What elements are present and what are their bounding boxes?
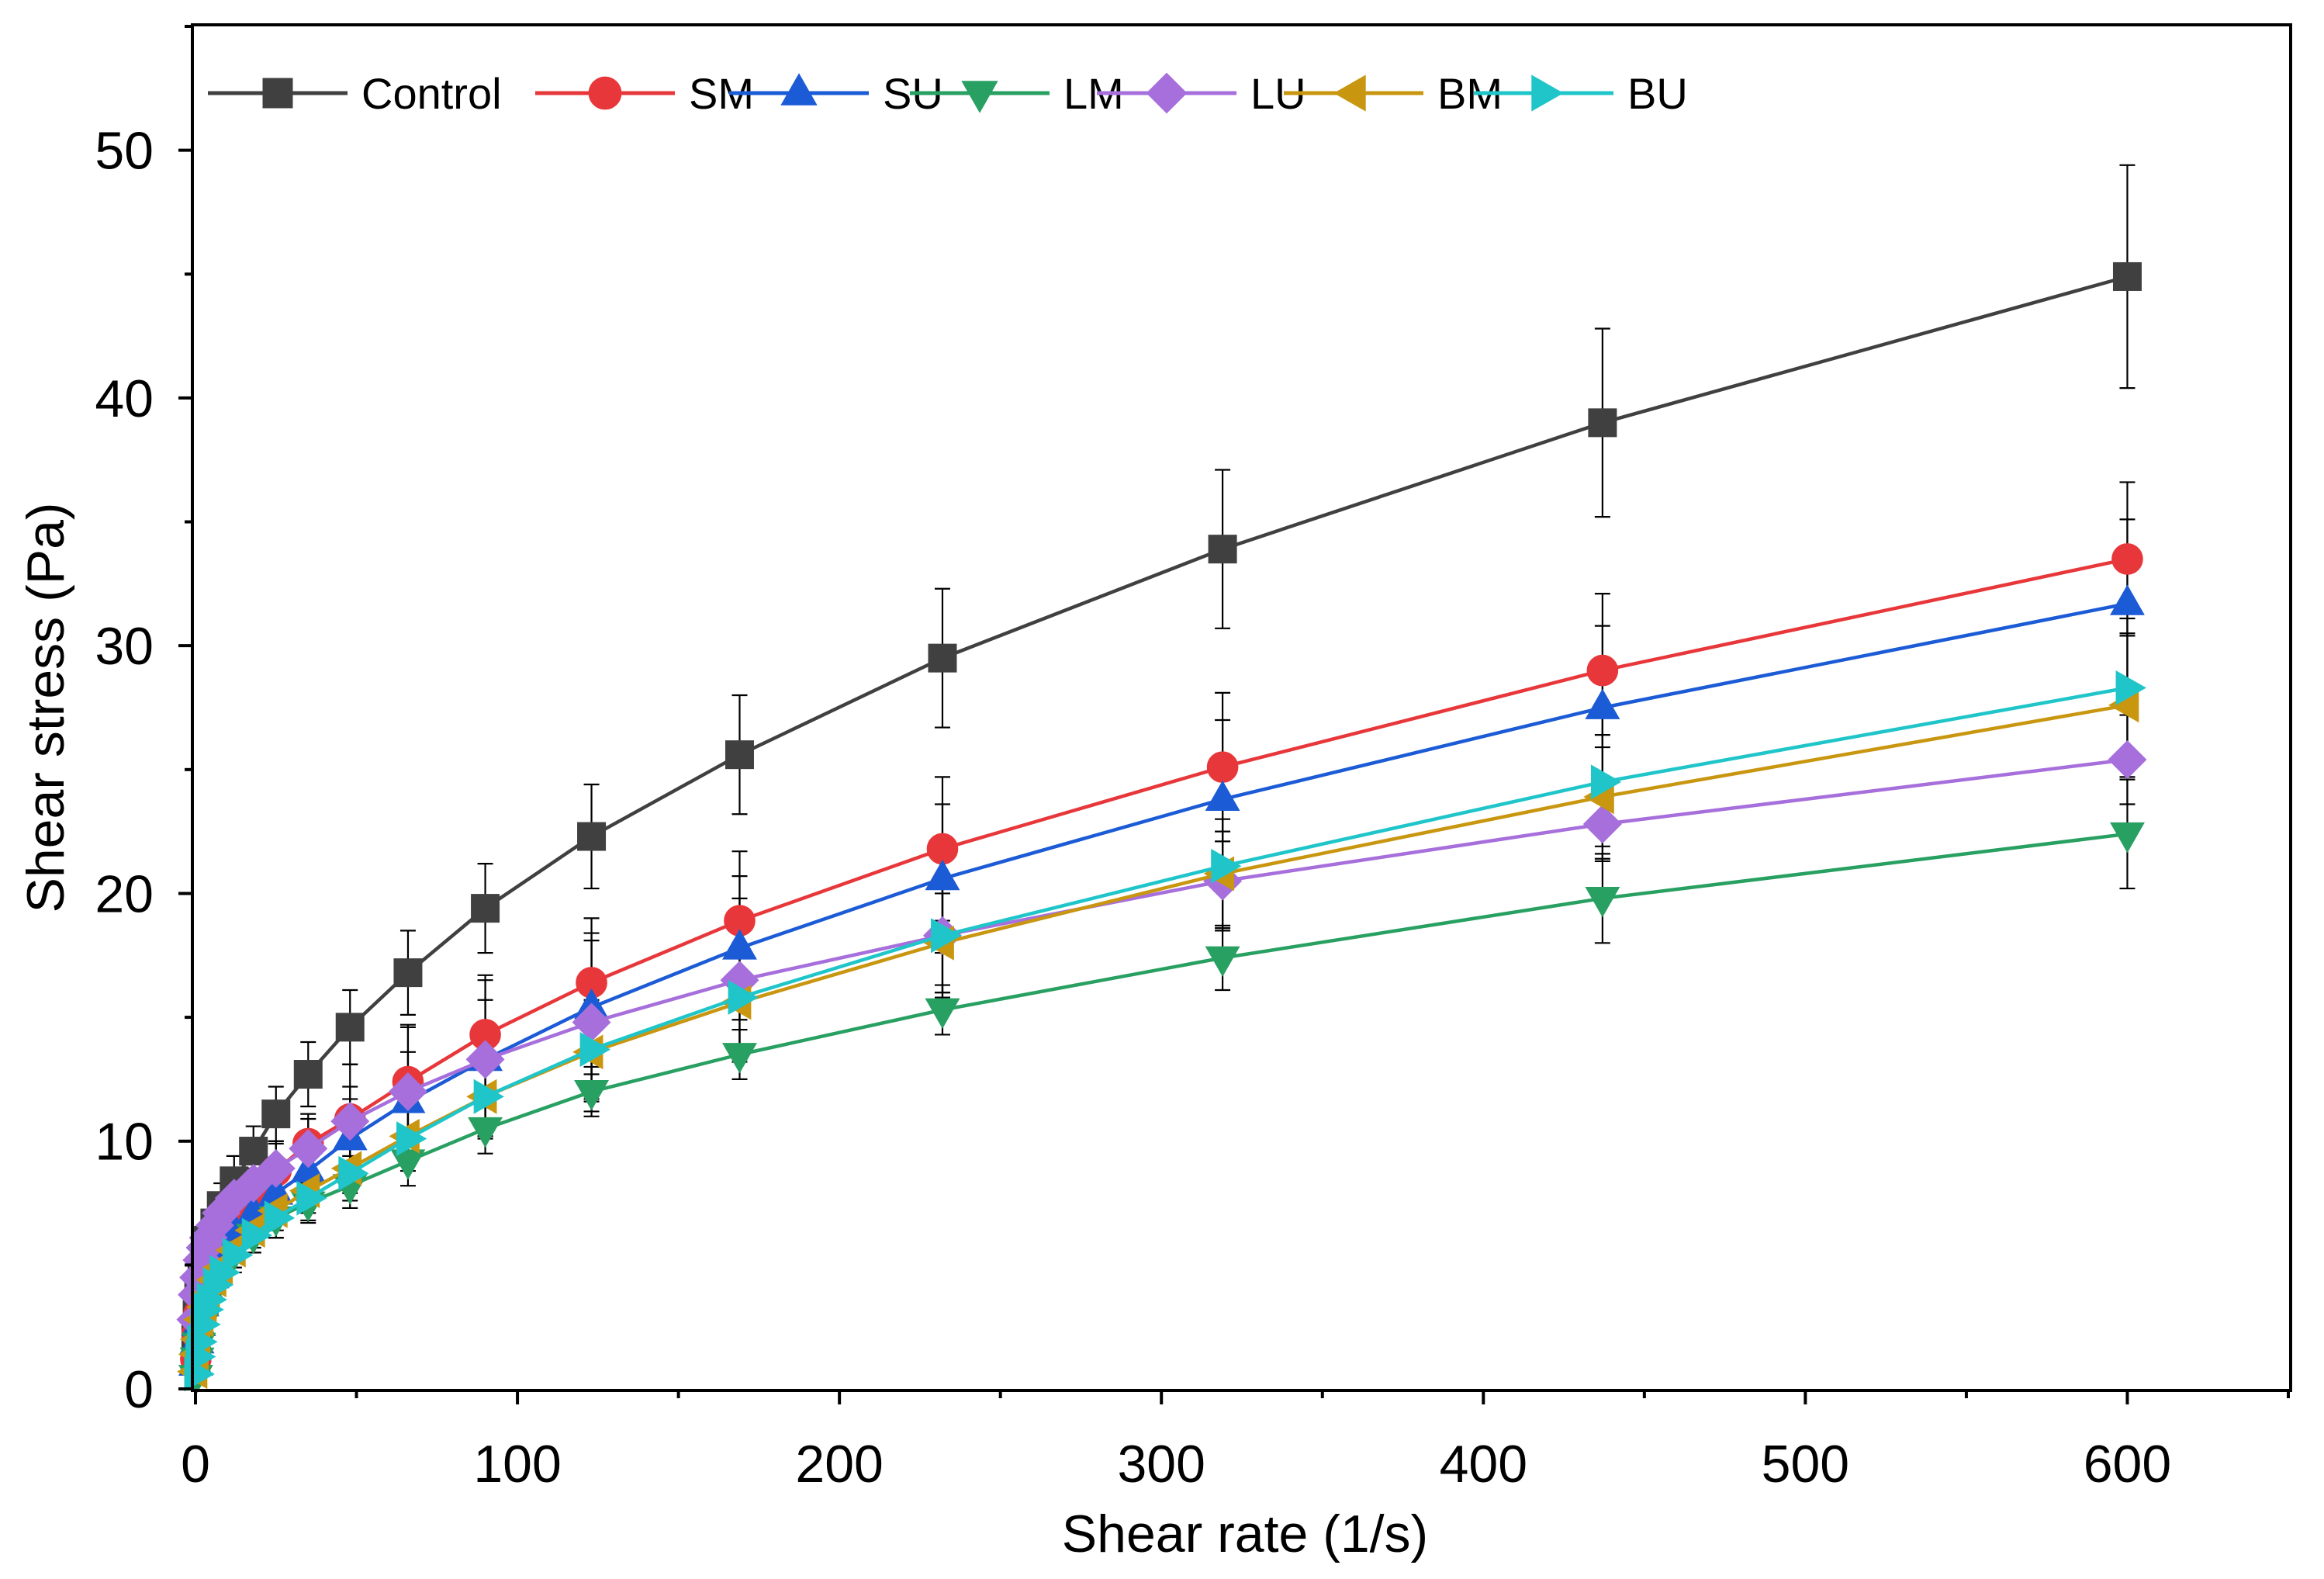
- error-bars-su: [188, 518, 2136, 1370]
- data-point-su: [2109, 584, 2145, 615]
- x-tick-label: 100: [473, 1435, 561, 1494]
- series-sm: [180, 543, 2143, 1375]
- legend-item-sm: SM: [535, 69, 754, 118]
- series-line-control: [194, 275, 2129, 1340]
- data-point-lm: [390, 1149, 426, 1180]
- data-point-control: [577, 822, 607, 851]
- error-bars-bm: [188, 632, 2136, 1375]
- data-point-control: [393, 958, 423, 988]
- series-line-sm: [194, 557, 2128, 1359]
- data-point-bu: [2115, 670, 2146, 705]
- data-point-control: [1588, 408, 1617, 438]
- data-point-lm: [1205, 946, 1240, 977]
- error-bars-bu: [188, 617, 2136, 1378]
- data-point-control: [335, 1013, 365, 1042]
- x-axis-title: Shear rate (1/s): [1062, 1505, 1428, 1563]
- y-tick-label: 50: [95, 122, 154, 181]
- legend-item-bm: BM: [1284, 69, 1503, 118]
- y-axis-title: Shear stress (Pa): [16, 502, 75, 912]
- legend-marker-sm: [588, 76, 622, 110]
- data-point-bu: [222, 1238, 254, 1273]
- y-tick-label: 30: [95, 617, 154, 676]
- data-point-bu: [241, 1217, 273, 1253]
- data-point-control: [725, 740, 754, 770]
- data-point-bu: [264, 1200, 296, 1236]
- data-point-lm: [468, 1117, 503, 1148]
- data-point-lu: [388, 1072, 427, 1111]
- y-tick-label: 20: [95, 864, 154, 923]
- data-point-lm: [1585, 886, 1620, 918]
- error-bars-sm: [188, 481, 2136, 1366]
- data-point-lm: [925, 998, 960, 1029]
- x-axis-ticks: 0 100 200 300 400 500 600: [181, 1390, 2290, 1494]
- legend-item-lu: LU: [1097, 69, 1306, 118]
- data-point-control: [1208, 535, 1237, 564]
- data-point-lu: [465, 1040, 505, 1079]
- data-point-sm: [1206, 751, 1239, 783]
- data-point-bu: [338, 1155, 369, 1191]
- data-point-bu: [728, 980, 759, 1016]
- data-point-bu: [473, 1079, 504, 1114]
- data-point-lu: [256, 1148, 296, 1188]
- data-point-control: [928, 643, 957, 673]
- x-tick-label: 300: [1117, 1435, 1205, 1494]
- x-tick-label: 600: [2084, 1435, 2171, 1494]
- data-point-control: [239, 1136, 268, 1165]
- data-point-su: [722, 929, 757, 960]
- data-point-control: [293, 1060, 323, 1089]
- y-axis-ticks: 0 10 20 30 40 50: [95, 25, 192, 1419]
- data-point-sm: [1586, 654, 1619, 687]
- series-su: [178, 584, 2145, 1376]
- legend-marker-lm: [961, 81, 998, 113]
- data-point-lm: [2109, 822, 2145, 854]
- legend: Control SM SU LM LU BM BU: [208, 69, 1688, 118]
- plot-area: [176, 164, 2147, 1396]
- plot-frame: [191, 23, 2292, 1392]
- data-point-bu: [931, 918, 962, 954]
- y-tick-label: 10: [95, 1113, 154, 1172]
- data-point-lm: [722, 1043, 757, 1074]
- x-tick-label: 0: [181, 1435, 210, 1494]
- data-point-sm: [2111, 543, 2143, 575]
- legend-marker-bu: [1531, 74, 1564, 112]
- data-point-lu: [289, 1129, 328, 1169]
- axes: 0 100 200 300 400 500 600 0 10 20 30 40 50 Shear ra…: [16, 23, 2292, 1563]
- data-point-bu: [1211, 848, 1242, 884]
- data-point-lu: [2108, 740, 2147, 780]
- legend-marker-bm: [1333, 74, 1366, 112]
- data-point-bu: [296, 1180, 327, 1216]
- legend-label-bu: BU: [1627, 69, 1688, 118]
- data-point-control: [471, 894, 500, 923]
- data-point-bu: [396, 1121, 427, 1156]
- data-point-su: [1585, 688, 1620, 719]
- legend-label-control: Control: [361, 69, 502, 118]
- x-tick-label: 400: [1440, 1435, 1527, 1494]
- y-tick-label: 0: [124, 1360, 154, 1419]
- y-tick-label: 40: [95, 369, 154, 428]
- data-point-lu: [1582, 805, 1622, 844]
- series-control: [181, 261, 2142, 1354]
- legend-marker-lu: [1146, 72, 1188, 114]
- data-point-sm: [926, 833, 959, 865]
- x-tick-label: 200: [795, 1435, 883, 1494]
- data-point-lu: [330, 1102, 370, 1141]
- data-point-su: [1205, 780, 1240, 812]
- series-bu: [184, 670, 2146, 1392]
- x-tick-label: 500: [1762, 1435, 1849, 1494]
- data-point-su: [925, 859, 960, 891]
- legend-marker-control: [262, 78, 293, 109]
- legend-marker-su: [780, 73, 818, 106]
- data-point-control: [261, 1099, 291, 1129]
- data-point-bu: [579, 1032, 610, 1068]
- data-point-lu: [572, 1002, 611, 1042]
- data-point-control: [2112, 261, 2142, 291]
- data-point-lm: [574, 1079, 610, 1111]
- legend-item-control: Control: [208, 69, 502, 118]
- legend-item-bu: BU: [1474, 69, 1688, 118]
- data-point-bu: [1590, 764, 1622, 800]
